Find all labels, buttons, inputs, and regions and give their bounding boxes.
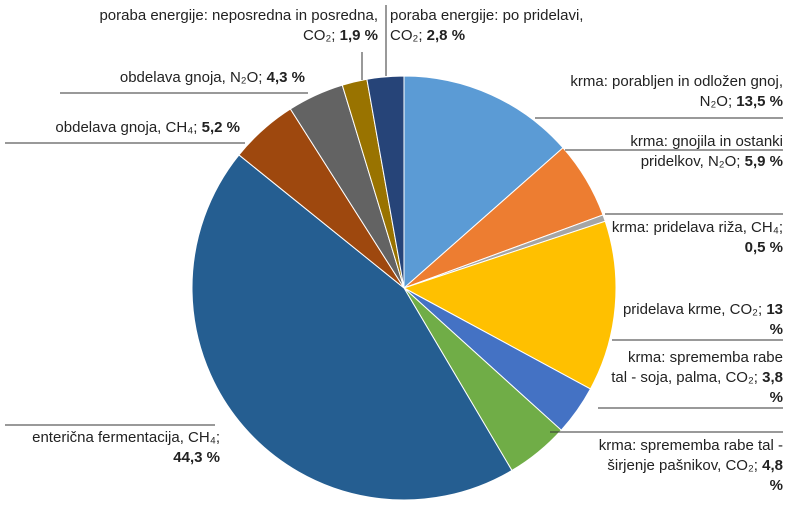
slice-name: obdelava gnoja, CH₄;	[55, 119, 198, 136]
slice-label: krma: sprememba rabe tal - soja, palma, …	[610, 348, 783, 408]
slice-name: krma: sprememba rabe tal - širjenje pašn…	[598, 437, 783, 474]
slice-name: poraba energije: po pridelavi, CO₂;	[390, 7, 584, 44]
slice-label: poraba energije: neposredna in posredna,…	[90, 6, 378, 46]
slice-label: krma: sprememba rabe tal - širjenje pašn…	[590, 436, 783, 496]
slice-label: obdelava gnoja, CH₄; 5,2 %	[5, 118, 240, 138]
slice-name: krma: gnojila in ostanki pridelkov, N₂O;	[630, 133, 783, 170]
slice-name: krma: pridelava riža, CH₄;	[611, 219, 783, 236]
value-label: 3,8 %	[762, 369, 783, 406]
value-label: 5,9 %	[744, 153, 783, 170]
slice-name: krma: porabljen in odložen gnoj, N₂O;	[570, 73, 783, 110]
value-label: 4,8 %	[762, 457, 783, 494]
slice-label: krma: pridelava riža, CH₄; 0,5 %	[610, 218, 783, 258]
slice-name: obdelava gnoja, N₂O;	[119, 69, 263, 86]
slice-label: krma: porabljen in odložen gnoj, N₂O; 13…	[540, 72, 783, 112]
value-label: 2,8 %	[426, 27, 466, 44]
pie-slice	[366, 75, 405, 289]
slice-name: enterična fermentacija, CH₄;	[32, 429, 220, 446]
pie-slice	[402, 220, 617, 390]
slice-label: poraba energije: po pridelavi, CO₂; 2,8 …	[390, 6, 590, 46]
pie-slice	[191, 154, 513, 501]
value-label: 5,2 %	[201, 119, 240, 136]
slice-label: enterična fermentacija, CH₄; 44,3 %	[5, 428, 220, 468]
slice-name: poraba energije: neposredna in posredna,…	[99, 7, 378, 44]
slice-name: pridelava krme, CO₂;	[622, 301, 763, 318]
slice-label: obdelava gnoja, N₂O; 4,3 %	[60, 68, 305, 88]
value-label: 4,3 %	[266, 69, 305, 86]
slice-label: pridelava krme, CO₂; 13 %	[610, 300, 783, 340]
value-label: 13,5 %	[736, 93, 783, 110]
value-label: 1,9 %	[339, 27, 378, 44]
slice-name: krma: sprememba rabe tal - soja, palma, …	[611, 349, 783, 386]
slice-label: krma: gnojila in ostanki pridelkov, N₂O;…	[570, 132, 783, 172]
pie-slice	[403, 75, 564, 290]
value-label: 13 %	[766, 301, 783, 338]
value-label: 0,5 %	[744, 239, 783, 256]
value-label: 44,3 %	[173, 449, 220, 466]
